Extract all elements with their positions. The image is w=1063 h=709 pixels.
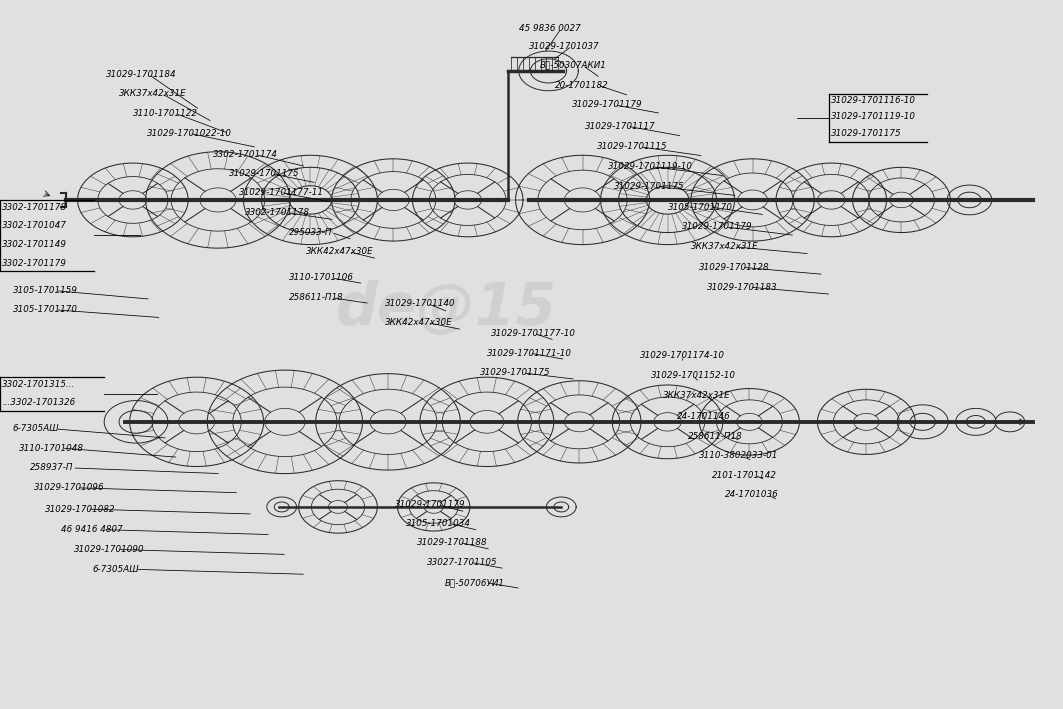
Text: 45 9836 0027: 45 9836 0027 bbox=[519, 24, 580, 33]
Text: 3КК37х42х31Е: 3КК37х42х31Е bbox=[663, 391, 731, 400]
Text: 3105-1701170: 3105-1701170 bbox=[668, 203, 732, 211]
Text: 46 9416 4807: 46 9416 4807 bbox=[61, 525, 122, 534]
Text: 3110-3802033-01: 3110-3802033-01 bbox=[699, 452, 779, 460]
Text: 31029-1701183: 31029-1701183 bbox=[707, 283, 777, 291]
Text: 258937-П: 258937-П bbox=[30, 464, 73, 472]
Text: 295033-П: 295033-П bbox=[289, 228, 333, 237]
Text: ...3302-1701326: ...3302-1701326 bbox=[2, 398, 75, 407]
Text: 3КК37х42х31Е: 3КК37х42х31Е bbox=[119, 89, 187, 98]
Text: 31029-1701037: 31029-1701037 bbox=[529, 42, 600, 50]
Text: 3110-1701106: 3110-1701106 bbox=[289, 274, 354, 282]
Text: 31029-1701177-10: 31029-1701177-10 bbox=[491, 329, 576, 337]
Text: 3КК42х47х30Е: 3КК42х47х30Е bbox=[306, 247, 374, 256]
Text: 31029-1701175: 31029-1701175 bbox=[614, 182, 685, 191]
Text: 31029-1701175: 31029-1701175 bbox=[229, 169, 299, 178]
Text: 31029-1701096: 31029-1701096 bbox=[34, 484, 104, 492]
Text: 31029-1701090: 31029-1701090 bbox=[74, 545, 145, 554]
Text: 31029-1701179: 31029-1701179 bbox=[682, 223, 753, 231]
Text: 6-7305АШ: 6-7305АШ bbox=[13, 425, 60, 433]
Text: 31029-1701119-10: 31029-1701119-10 bbox=[831, 113, 916, 121]
Text: 31029-1701128: 31029-1701128 bbox=[699, 263, 770, 272]
Text: 3302-1701178: 3302-1701178 bbox=[2, 203, 67, 211]
Text: 31029-1701115: 31029-1701115 bbox=[597, 143, 668, 151]
Text: 3КК42х47х30Е: 3КК42х47х30Е bbox=[385, 318, 453, 327]
Text: 31029-1701184: 31029-1701184 bbox=[106, 70, 176, 79]
Text: 3110-1701048: 3110-1701048 bbox=[19, 444, 84, 452]
Text: 31029-1701022-10: 31029-1701022-10 bbox=[147, 129, 232, 138]
Text: 31029-1701175: 31029-1701175 bbox=[480, 369, 551, 377]
Text: 31029-1701152-10: 31029-1701152-10 bbox=[651, 372, 736, 380]
Text: Вͦ-50706УИ1: Вͦ-50706УИ1 bbox=[444, 579, 504, 587]
Text: 31029-1701117: 31029-1701117 bbox=[585, 122, 655, 130]
Text: 31029-1701188: 31029-1701188 bbox=[417, 538, 487, 547]
Text: 3302-1701178: 3302-1701178 bbox=[244, 208, 309, 217]
Text: 3105-1701170: 3105-1701170 bbox=[13, 306, 78, 314]
Text: 24-1701036: 24-1701036 bbox=[725, 491, 779, 499]
Text: 20-1701182: 20-1701182 bbox=[555, 81, 609, 89]
Text: 31029-1701179: 31029-1701179 bbox=[395, 501, 466, 509]
Text: 3302-1701149: 3302-1701149 bbox=[2, 240, 67, 249]
Text: 6-7305АШ: 6-7305АШ bbox=[92, 565, 139, 574]
Text: 31029-1701140: 31029-1701140 bbox=[385, 299, 455, 308]
Text: 3302-1701179: 3302-1701179 bbox=[2, 259, 67, 268]
Text: 31029-1701116-10: 31029-1701116-10 bbox=[831, 96, 916, 105]
Text: 3302-1701174: 3302-1701174 bbox=[213, 150, 277, 159]
Text: 3302-1701315...: 3302-1701315... bbox=[2, 380, 75, 389]
Text: 3105-1701159: 3105-1701159 bbox=[13, 286, 78, 295]
Text: 31029-1701082: 31029-1701082 bbox=[45, 505, 115, 513]
Text: 33027-1701105: 33027-1701105 bbox=[427, 558, 497, 566]
Text: 3110-1701122: 3110-1701122 bbox=[133, 109, 198, 118]
Text: 31029-1701174-10: 31029-1701174-10 bbox=[640, 352, 725, 360]
Text: Вͦ-50307АКИ1: Вͦ-50307АКИ1 bbox=[540, 61, 607, 69]
Text: 31029-1701177-11: 31029-1701177-11 bbox=[239, 189, 324, 197]
Text: 3КК37х42х31Е: 3КК37х42х31Е bbox=[691, 242, 759, 251]
Text: de@15: de@15 bbox=[336, 280, 557, 337]
Text: 24-1701146: 24-1701146 bbox=[677, 412, 731, 420]
Text: 31029-1701171-10: 31029-1701171-10 bbox=[487, 349, 572, 357]
Text: 258611-П18: 258611-П18 bbox=[289, 294, 344, 302]
Text: 31029-1701179: 31029-1701179 bbox=[572, 101, 642, 109]
Text: 3105-1701034: 3105-1701034 bbox=[406, 519, 471, 527]
Text: 31029-1701119-10: 31029-1701119-10 bbox=[608, 162, 693, 171]
Text: 2101-1701142: 2101-1701142 bbox=[712, 471, 777, 479]
Text: 3302-1701047: 3302-1701047 bbox=[2, 221, 67, 230]
Text: 258611-П18: 258611-П18 bbox=[688, 432, 743, 440]
Text: 31029-1701175: 31029-1701175 bbox=[831, 129, 901, 138]
